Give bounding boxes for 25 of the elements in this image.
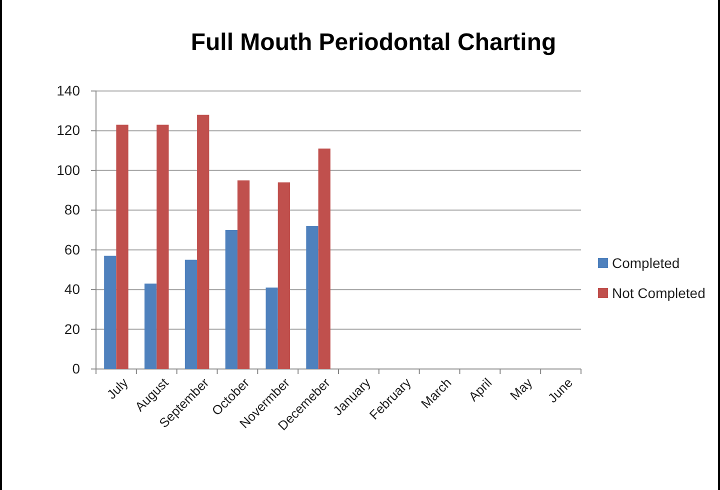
- bar: [306, 226, 318, 369]
- legend-label: Completed: [612, 255, 680, 271]
- y-tick-label: 0: [72, 360, 80, 376]
- bar: [156, 124, 169, 369]
- bar: [184, 260, 198, 369]
- x-tick-label: May: [507, 374, 536, 404]
- bar: [104, 256, 116, 369]
- y-tick-label: 120: [56, 122, 80, 138]
- y-tick-label: 60: [64, 241, 80, 258]
- y-tick-label: 100: [56, 162, 80, 178]
- legend-label: Not Completed: [612, 285, 706, 301]
- y-tick-label: 40: [64, 281, 80, 298]
- bar: [237, 180, 250, 369]
- y-tick-label: 80: [64, 202, 80, 218]
- bar: [278, 182, 290, 369]
- bar: [266, 288, 278, 369]
- bar: [116, 124, 128, 369]
- bar: [144, 284, 157, 369]
- y-tick-label: 20: [64, 320, 80, 337]
- bar: [318, 148, 330, 369]
- y-tick-label: 140: [56, 82, 80, 98]
- bar: [225, 230, 238, 369]
- bar: [197, 114, 210, 369]
- x-tick-label: July: [104, 374, 132, 402]
- chart-title: Full Mouth Periodontal Charting: [190, 29, 556, 56]
